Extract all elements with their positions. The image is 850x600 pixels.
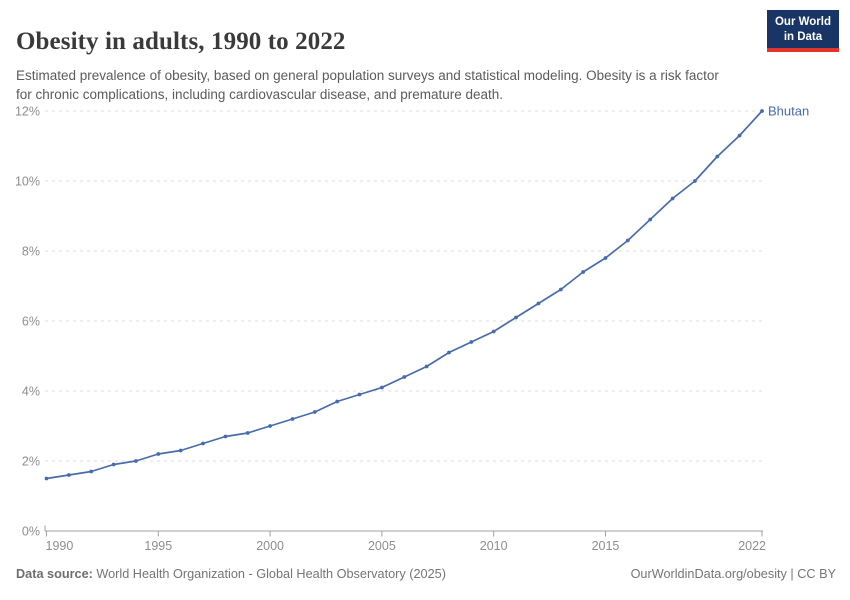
data-point[interactable] (648, 217, 653, 222)
y-axis-tick-label: 0% (22, 525, 40, 539)
y-axis-tick-label: 4% (22, 385, 40, 399)
data-point[interactable] (625, 238, 630, 243)
data-point[interactable] (335, 399, 340, 404)
y-axis-tick-label: 8% (22, 245, 40, 259)
data-point[interactable] (178, 448, 183, 453)
data-point[interactable] (201, 441, 205, 446)
data-point[interactable] (670, 196, 675, 201)
data-point[interactable] (581, 270, 585, 274)
x-axis-tick-label: 2022 (738, 539, 766, 553)
series-end-label[interactable]: Bhutan (768, 104, 809, 119)
data-point[interactable] (469, 340, 474, 344)
x-axis-tick-label: 1995 (144, 539, 172, 553)
data-point[interactable] (558, 287, 563, 292)
data-point[interactable] (312, 410, 317, 414)
y-axis-tick-label: 12% (15, 105, 40, 119)
x-axis-tick-label: 1990 (46, 539, 74, 553)
data-point[interactable] (715, 154, 720, 159)
data-point[interactable] (760, 109, 764, 113)
page-title: Obesity in adults, 1990 to 2022 (16, 27, 346, 55)
data-source-label: Data source: (16, 567, 93, 581)
data-point[interactable] (290, 417, 295, 421)
chart-footer: Data source: World Health Organization -… (16, 567, 836, 581)
x-axis-tick-label: 2010 (480, 539, 508, 553)
footer-citation[interactable]: OurWorldinData.org/obesity | CC BY (630, 567, 836, 581)
data-point[interactable] (245, 431, 250, 435)
data-point[interactable] (603, 256, 608, 260)
chart-subtitle: Estimated prevalence of obesity, based o… (16, 67, 719, 102)
series-line-bhutan[interactable] (45, 110, 763, 480)
data-point[interactable] (268, 424, 272, 428)
data-point[interactable] (357, 392, 362, 397)
data-point[interactable] (693, 179, 697, 183)
data-point[interactable] (111, 462, 116, 467)
data-point[interactable] (380, 385, 384, 390)
data-source-text: World Health Organization - Global Healt… (92, 567, 446, 581)
data-point[interactable] (67, 473, 71, 477)
data-point[interactable] (134, 459, 138, 463)
data-point[interactable] (156, 452, 161, 456)
data-point[interactable] (514, 315, 518, 320)
x-axis-tick-label: 2000 (256, 539, 284, 553)
y-axis-tick-label: 2% (22, 455, 40, 469)
y-axis-tick-label: 6% (22, 315, 40, 329)
data-point[interactable] (89, 469, 94, 474)
data-point[interactable] (402, 375, 407, 379)
data-point[interactable] (223, 434, 228, 439)
owid-logo-line1: Our World (774, 16, 831, 28)
data-point[interactable] (536, 301, 541, 306)
data-point[interactable] (44, 476, 49, 481)
data-point[interactable] (737, 133, 742, 138)
x-axis-tick-label: 2015 (592, 539, 620, 553)
y-axis-tick-label: 10% (15, 175, 40, 189)
data-point[interactable] (491, 329, 496, 334)
data-source: Data source: World Health Organization -… (16, 567, 446, 581)
x-axis-tick-label: 2005 (368, 539, 396, 553)
owid-logo[interactable]: Our World in Data (766, 10, 839, 52)
owid-logo-line2: in Data (783, 30, 823, 43)
data-point[interactable] (424, 364, 429, 369)
data-point[interactable] (447, 350, 451, 355)
